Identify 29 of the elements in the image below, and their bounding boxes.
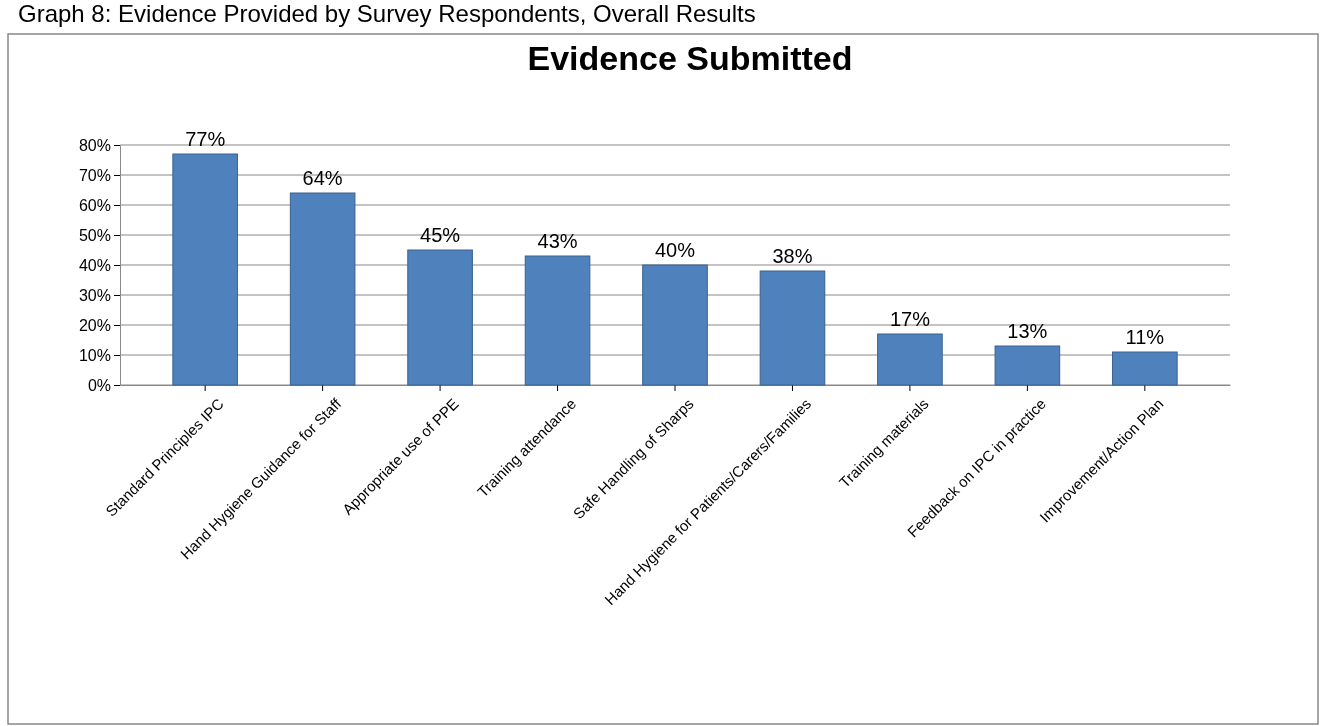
y-tick-label: 30% (78, 286, 111, 304)
data-label: 13% (1007, 320, 1048, 342)
y-tick-label: 0% (87, 376, 111, 394)
data-label: 43% (537, 230, 578, 252)
y-tick-label: 50% (78, 226, 111, 244)
caption: Graph 8: Evidence Provided by Survey Respondents, Overall Results (18, 0, 756, 27)
y-tick-label: 20% (78, 316, 111, 334)
bar (407, 249, 473, 386)
bar (524, 255, 591, 386)
data-label: 38% (772, 245, 813, 267)
bar (994, 345, 1061, 386)
data-label: 77% (185, 128, 226, 150)
bar (642, 264, 708, 386)
data-label: 45% (420, 224, 461, 246)
bar (759, 270, 826, 386)
y-tick-label: 80% (78, 136, 111, 154)
y-tick-label: 60% (78, 196, 111, 214)
chart-title: Evidence Submitted (527, 39, 853, 77)
y-tick-label: 70% (78, 166, 111, 184)
y-tick-label: 10% (78, 346, 111, 364)
bar (1112, 351, 1178, 386)
bar (172, 153, 238, 386)
data-label: 64% (302, 167, 343, 189)
data-label: 40% (654, 239, 696, 261)
data-label: 11% (1125, 326, 1165, 348)
bar (289, 192, 356, 386)
y-tick-label: 40% (78, 256, 111, 274)
data-label: 17% (889, 308, 931, 330)
bar (877, 333, 943, 386)
